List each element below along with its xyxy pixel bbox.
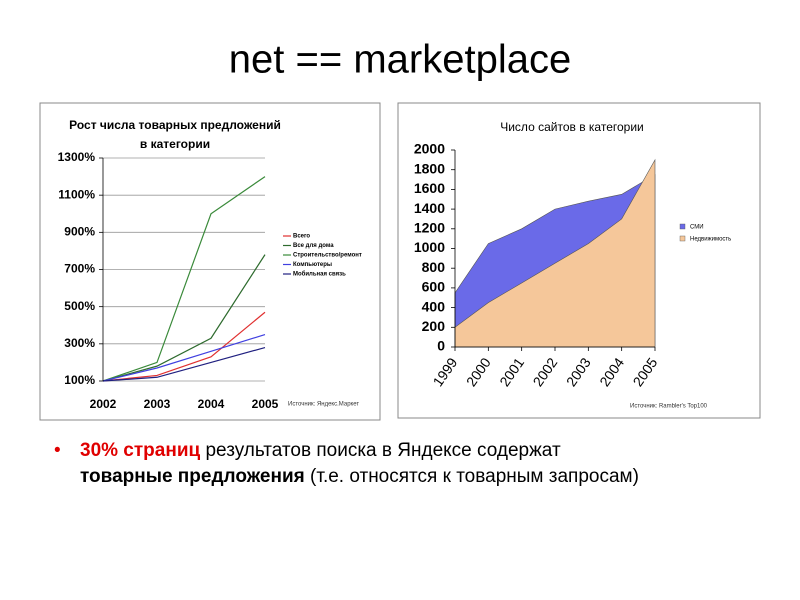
- legend-swatch: [679, 235, 686, 242]
- line-series: [102, 176, 266, 382]
- legend-swatch: [679, 223, 686, 230]
- bullet-highlight: 30% страниц: [80, 440, 201, 461]
- line-series: [102, 333, 266, 382]
- y-tick-label: 700%: [64, 262, 95, 276]
- chart-title: Рост числа товарных предложений: [69, 118, 281, 132]
- y-tick-label: 0: [437, 338, 445, 354]
- y-tick-label: 2000: [414, 141, 445, 157]
- legend-label: Компьютеры: [293, 262, 332, 268]
- bullet: • 30% страниц результатов поиска в Яндек…: [54, 438, 780, 490]
- y-tick-label: 500%: [64, 299, 95, 313]
- y-tick-label: 1100%: [58, 187, 95, 201]
- x-tick-label: 2002: [90, 397, 117, 411]
- y-tick-label: 400: [422, 298, 446, 314]
- chart-title: Число сайтов в категории: [500, 120, 644, 134]
- bullet-text: результатов поиска в Яндексе содержат: [205, 440, 561, 461]
- y-tick-label: 200: [422, 318, 446, 334]
- source-note: Источник: Яндекс.Маркет: [288, 402, 359, 408]
- y-tick-label: 1400: [414, 200, 445, 216]
- legend-label: СМИ: [690, 225, 704, 231]
- y-tick-label: 900%: [64, 225, 95, 239]
- y-tick-label: 600: [422, 279, 446, 295]
- y-tick-label: 1000: [414, 239, 445, 255]
- x-tick-label: 2003: [144, 397, 171, 411]
- legend-label: Мобильная связь: [293, 271, 346, 278]
- legend-label: Недвижимость: [690, 237, 731, 243]
- bullet-dot: •: [54, 440, 61, 461]
- chart-frame: [39, 102, 381, 421]
- x-tick-label: 2004: [198, 397, 225, 411]
- line-series: [102, 254, 266, 382]
- legend-label: Строительство/ремонт: [293, 253, 362, 259]
- slide-title: net == marketplace: [229, 38, 571, 82]
- bullet-bold: товарные предложения: [80, 466, 305, 487]
- y-tick-label: 300%: [64, 336, 95, 350]
- y-tick-label: 800: [422, 259, 446, 275]
- source-note: Источник: Rambler's Top100: [630, 404, 708, 410]
- y-tick-label: 1300%: [58, 150, 96, 164]
- area-series: [454, 158, 656, 348]
- chart-title: в категории: [140, 137, 210, 151]
- line-series: [102, 311, 266, 382]
- y-tick-label: 100%: [64, 373, 95, 387]
- x-tick-label: 2005: [252, 397, 279, 411]
- y-tick-label: 1800: [414, 160, 445, 176]
- bullet-text: (т.е. относятся к товарным запросам): [310, 466, 639, 487]
- legend-label: Все для дома: [293, 243, 334, 249]
- line-series: [102, 346, 266, 382]
- y-tick-label: 1200: [414, 220, 445, 236]
- y-tick-label: 1600: [414, 180, 445, 196]
- legend-label: Всего: [293, 234, 310, 240]
